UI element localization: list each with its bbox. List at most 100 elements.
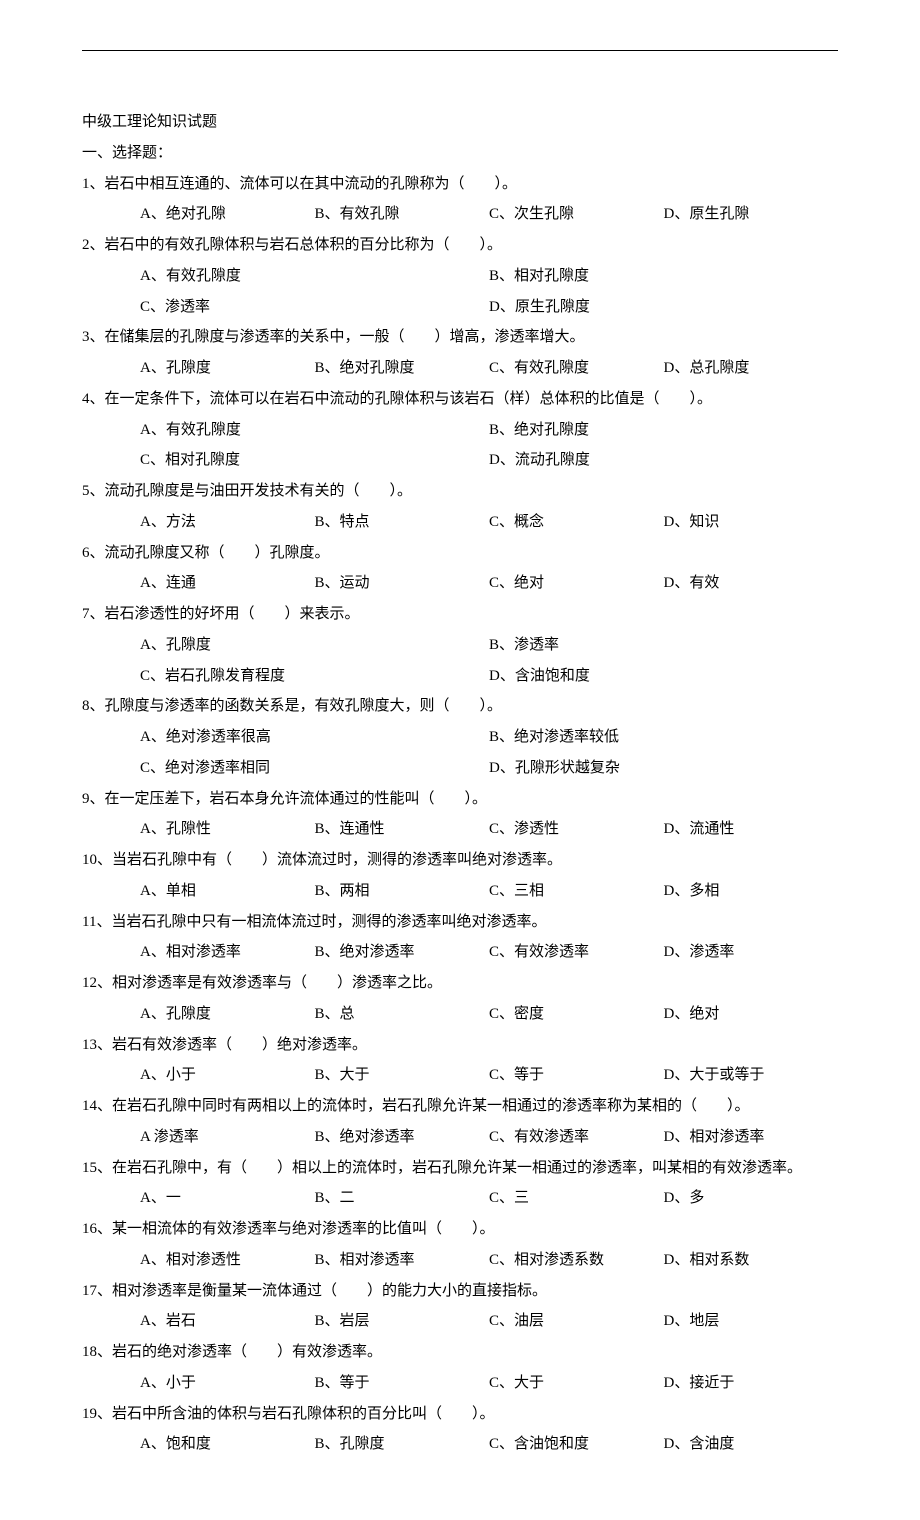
option: A、孔隙性 <box>140 814 315 845</box>
question-stem: 6、流动孔隙度又称（ ）孔隙度。 <box>82 538 838 569</box>
question-stem: 12、相对渗透率是有效渗透率与（ ）渗透率之比。 <box>82 968 838 999</box>
option: C、有效渗透率 <box>489 1122 664 1153</box>
option: D、多相 <box>664 876 839 907</box>
option: A、相对渗透率 <box>140 937 315 968</box>
question-stem: 9、在一定压差下，岩石本身允许流体通过的性能叫（ ）。 <box>82 784 838 815</box>
option: A、饱和度 <box>140 1429 315 1460</box>
option-row: A、小于B、大于C、等于D、大于或等于 <box>82 1060 838 1091</box>
question-stem: 19、岩石中所含油的体积与岩石孔隙体积的百分比叫（ ）。 <box>82 1399 838 1430</box>
option-row: C、相对孔隙度D、流动孔隙度 <box>82 445 838 476</box>
option: A、单相 <box>140 876 315 907</box>
option: C、概念 <box>489 507 664 538</box>
option: B、连通性 <box>315 814 490 845</box>
option: D、知识 <box>664 507 839 538</box>
option: B、绝对孔隙度 <box>489 415 838 446</box>
option: B、绝对渗透率 <box>315 937 490 968</box>
option: A、绝对渗透率很高 <box>140 722 489 753</box>
question-stem: 15、在岩石孔隙中，有（ ）相以上的流体时，岩石孔隙允许某一相通过的渗透率，叫某… <box>82 1153 838 1184</box>
option: D、流动孔隙度 <box>489 445 838 476</box>
option: C、渗透性 <box>489 814 664 845</box>
question-stem: 8、孔隙度与渗透率的函数关系是，有效孔隙度大，则（ ）。 <box>82 691 838 722</box>
option-row: C、岩石孔隙发育程度D、含油饱和度 <box>82 661 838 692</box>
option: B、总 <box>315 999 490 1030</box>
option: B、绝对渗透率较低 <box>489 722 838 753</box>
question-list: 1、岩石中相互连通的、流体可以在其中流动的孔隙称为（ ）。A、绝对孔隙B、有效孔… <box>82 169 838 1461</box>
option: B、相对孔隙度 <box>489 261 838 292</box>
option: C、有效渗透率 <box>489 937 664 968</box>
option: D、接近于 <box>664 1368 839 1399</box>
question-stem: 14、在岩石孔隙中同时有两相以上的流体时，岩石孔隙允许某一相通过的渗透率称为某相… <box>82 1091 838 1122</box>
option: D、含油度 <box>664 1429 839 1460</box>
option: D、地层 <box>664 1306 839 1337</box>
option: D、孔隙形状越复杂 <box>489 753 838 784</box>
option: D、有效 <box>664 568 839 599</box>
option: A、有效孔隙度 <box>140 261 489 292</box>
option: A、绝对孔隙 <box>140 199 315 230</box>
question-stem: 13、岩石有效渗透率（ ）绝对渗透率。 <box>82 1030 838 1061</box>
option: A、方法 <box>140 507 315 538</box>
option: C、大于 <box>489 1368 664 1399</box>
option: B、两相 <box>315 876 490 907</box>
option: B、岩层 <box>315 1306 490 1337</box>
question-stem: 10、当岩石孔隙中有（ ）流体流过时，测得的渗透率叫绝对渗透率。 <box>82 845 838 876</box>
option-row: A、有效孔隙度B、相对孔隙度 <box>82 261 838 292</box>
option: B、绝对孔隙度 <box>315 353 490 384</box>
exam-page: 中级工理论知识试题 一、选择题： 1、岩石中相互连通的、流体可以在其中流动的孔隙… <box>0 0 920 1520</box>
option: B、孔隙度 <box>315 1429 490 1460</box>
option: A、相对渗透性 <box>140 1245 315 1276</box>
option: D、相对系数 <box>664 1245 839 1276</box>
option: A、小于 <box>140 1368 315 1399</box>
option-row: A、相对渗透率B、绝对渗透率C、有效渗透率D、渗透率 <box>82 937 838 968</box>
question-stem: 4、在一定条件下，流体可以在岩石中流动的孔隙体积与该岩石（样）总体积的比值是（ … <box>82 384 838 415</box>
option: A、小于 <box>140 1060 315 1091</box>
section-heading: 一、选择题： <box>82 138 838 169</box>
option: C、岩石孔隙发育程度 <box>140 661 489 692</box>
option: C、有效孔隙度 <box>489 353 664 384</box>
option: C、渗透率 <box>140 292 489 323</box>
option: A、孔隙度 <box>140 353 315 384</box>
option: C、油层 <box>489 1306 664 1337</box>
option: A、岩石 <box>140 1306 315 1337</box>
option: C、等于 <box>489 1060 664 1091</box>
option-row: A、饱和度B、孔隙度C、含油饱和度D、含油度 <box>82 1429 838 1460</box>
option-row: A、单相B、两相C、三相D、多相 <box>82 876 838 907</box>
option: C、三 <box>489 1183 664 1214</box>
page-title: 中级工理论知识试题 <box>82 107 838 138</box>
option: C、相对渗透系数 <box>489 1245 664 1276</box>
option-row: A、岩石B、岩层C、油层D、地层 <box>82 1306 838 1337</box>
option: B、渗透率 <box>489 630 838 661</box>
option: C、三相 <box>489 876 664 907</box>
option: B、等于 <box>315 1368 490 1399</box>
option-row: A、绝对渗透率很高B、绝对渗透率较低 <box>82 722 838 753</box>
option: B、绝对渗透率 <box>315 1122 490 1153</box>
option: D、原生孔隙度 <box>489 292 838 323</box>
option-row: A、小于B、等于C、大于D、接近于 <box>82 1368 838 1399</box>
option: D、相对渗透率 <box>664 1122 839 1153</box>
option: D、渗透率 <box>664 937 839 968</box>
option: A 渗透率 <box>140 1122 315 1153</box>
question-stem: 1、岩石中相互连通的、流体可以在其中流动的孔隙称为（ ）。 <box>82 169 838 200</box>
option-row: A、一B、二C、三D、多 <box>82 1183 838 1214</box>
question-stem: 16、某一相流体的有效渗透率与绝对渗透率的比值叫（ ）。 <box>82 1214 838 1245</box>
option: D、总孔隙度 <box>664 353 839 384</box>
option: A、连通 <box>140 568 315 599</box>
option-row: C、渗透率D、原生孔隙度 <box>82 292 838 323</box>
option: B、大于 <box>315 1060 490 1091</box>
option: C、相对孔隙度 <box>140 445 489 476</box>
option-row: A、绝对孔隙B、有效孔隙C、次生孔隙D、原生孔隙 <box>82 199 838 230</box>
option: D、流通性 <box>664 814 839 845</box>
option: C、绝对 <box>489 568 664 599</box>
option: B、运动 <box>315 568 490 599</box>
option: D、含油饱和度 <box>489 661 838 692</box>
option-row: A、连通B、运动C、绝对D、有效 <box>82 568 838 599</box>
option-row: A、孔隙度B、总C、密度D、绝对 <box>82 999 838 1030</box>
option-row: C、绝对渗透率相同D、孔隙形状越复杂 <box>82 753 838 784</box>
option-row: A、孔隙度B、渗透率 <box>82 630 838 661</box>
option-row: A、孔隙度B、绝对孔隙度C、有效孔隙度D、总孔隙度 <box>82 353 838 384</box>
option-row: A、相对渗透性B、相对渗透率C、相对渗透系数D、相对系数 <box>82 1245 838 1276</box>
option-row: A、孔隙性B、连通性C、渗透性D、流通性 <box>82 814 838 845</box>
option: A、有效孔隙度 <box>140 415 489 446</box>
option: D、大于或等于 <box>664 1060 839 1091</box>
option: D、原生孔隙 <box>664 199 839 230</box>
option-row: A 渗透率B、绝对渗透率C、有效渗透率D、相对渗透率 <box>82 1122 838 1153</box>
